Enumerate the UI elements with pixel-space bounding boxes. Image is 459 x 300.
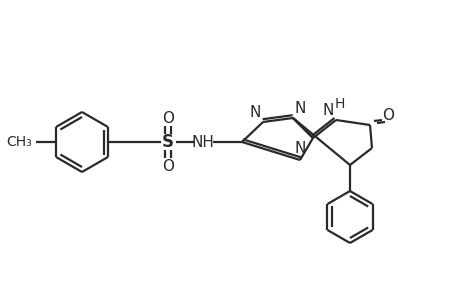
Text: N: N (294, 141, 305, 156)
Text: O: O (162, 158, 174, 173)
Text: CH₃: CH₃ (6, 135, 32, 149)
Text: O: O (162, 110, 174, 125)
Text: N: N (249, 105, 260, 120)
Text: H: H (334, 97, 344, 111)
Text: O: O (381, 107, 393, 122)
Text: S: S (162, 133, 174, 151)
Text: NH: NH (191, 134, 214, 149)
Text: N: N (322, 103, 333, 118)
Text: N: N (294, 101, 306, 116)
